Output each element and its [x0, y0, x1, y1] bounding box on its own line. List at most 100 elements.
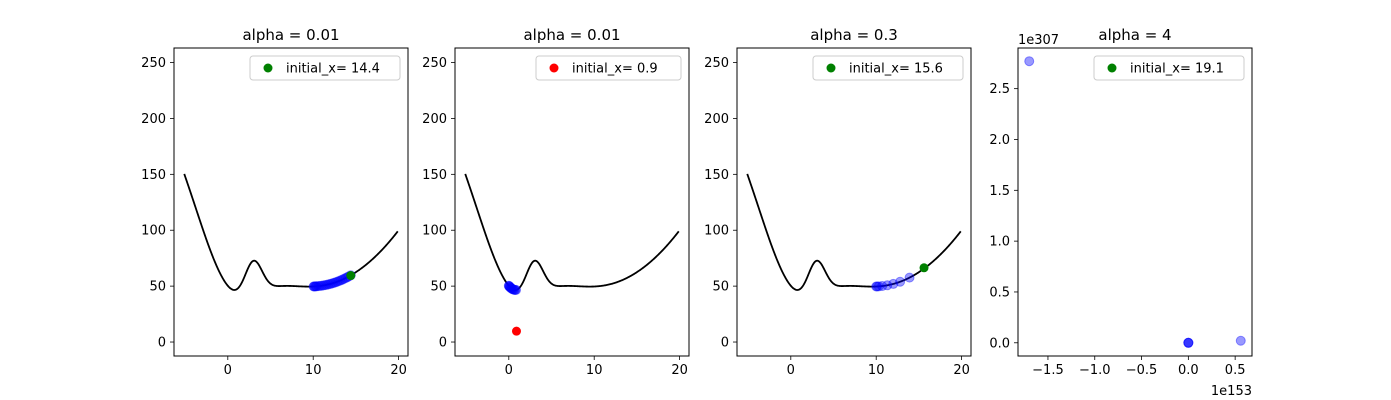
- y-tick-label: 50: [712, 280, 729, 295]
- legend-marker: [263, 63, 273, 73]
- gradient-step-point: [511, 284, 522, 295]
- y-tick-label: 2.0: [989, 133, 1010, 148]
- gradient-step-point: [330, 277, 341, 288]
- legend-label: initial_x= 0.9: [572, 62, 658, 77]
- gradient-step-point: [1024, 56, 1035, 67]
- legend-marker: [549, 63, 559, 73]
- gradient-step-point: [1235, 335, 1246, 346]
- gradient-step-point: [506, 283, 517, 294]
- function-curve: [183, 173, 399, 291]
- subplot-title: alpha = 4: [1098, 26, 1171, 44]
- plot-area: [746, 173, 962, 292]
- legend: initial_x= 15.6: [812, 55, 964, 81]
- y-tick-label: 250: [141, 56, 166, 71]
- gradient-step-point: [325, 278, 336, 289]
- y-tick-label: 1.0: [989, 235, 1010, 250]
- legend-marker: [1107, 63, 1117, 73]
- initial-point: [919, 263, 929, 273]
- x-tick-label: 20: [671, 363, 688, 378]
- y-tick-label: 250: [704, 56, 729, 71]
- plot-area: [464, 173, 680, 336]
- subplot-title: alpha = 0.01: [242, 26, 339, 44]
- gradient-step-point: [882, 280, 893, 291]
- function-curve: [464, 173, 680, 291]
- y-tick-label: 0: [158, 336, 166, 351]
- x-tick-label: 10: [868, 363, 885, 378]
- x-tick-label: 0.5: [1225, 363, 1246, 378]
- gradient-step-point: [506, 283, 517, 294]
- x-scale-label: 1e153: [1211, 384, 1252, 399]
- legend-label: initial_x= 14.4: [286, 62, 380, 77]
- initial-point: [511, 326, 521, 336]
- gradient-step-point: [328, 277, 339, 288]
- gradient-step-point: [308, 281, 319, 292]
- legend: initial_x= 0.9: [535, 55, 682, 81]
- gradient-step-point: [895, 276, 906, 287]
- gradient-step-point: [309, 281, 320, 292]
- gradient-step-point: [504, 281, 515, 292]
- y-tick-label: 200: [422, 112, 447, 127]
- x-tick-label: 20: [390, 363, 407, 378]
- gradient-step-point: [309, 281, 320, 292]
- y-tick-label: 150: [704, 168, 729, 183]
- gradient-step-point: [310, 281, 321, 292]
- y-tick-label: 100: [422, 224, 447, 239]
- gradient-step-point: [509, 284, 520, 295]
- subplot-title: alpha = 0.3: [810, 26, 898, 44]
- y-tick-label: 150: [141, 168, 166, 183]
- gradient-step-point: [904, 272, 915, 283]
- gradient-step-point: [320, 280, 331, 291]
- y-tick-label: 50: [149, 280, 166, 295]
- x-tick-label: 10: [586, 363, 603, 378]
- gradient-step-point: [1183, 337, 1194, 348]
- y-tick-label: 1.5: [989, 184, 1010, 199]
- gradient-step-point: [326, 278, 337, 289]
- y-scale-label: 1e307: [1018, 33, 1059, 48]
- y-tick-label: 0.5: [989, 285, 1010, 300]
- gradient-step-point: [315, 280, 326, 291]
- y-tick-label: 0: [439, 336, 447, 351]
- legend-label: initial_x= 15.6: [849, 62, 943, 77]
- y-tick-label: 150: [422, 168, 447, 183]
- gradient-step-point: [335, 275, 346, 286]
- legend: initial_x= 14.4: [249, 55, 401, 81]
- y-tick-label: 200: [141, 112, 166, 127]
- gradient-step-point: [323, 279, 334, 290]
- gradient-step-point: [888, 278, 899, 289]
- initial-point: [346, 271, 356, 281]
- gradient-step-point: [311, 281, 322, 292]
- gradient-step-point: [313, 281, 324, 292]
- legend: initial_x= 19.1: [1093, 55, 1245, 81]
- legend-box: [249, 55, 401, 81]
- gradient-step-point: [318, 280, 329, 291]
- gradient-step-point: [505, 282, 516, 293]
- x-tick-label: 10: [305, 363, 322, 378]
- gradient-step-point: [508, 284, 519, 295]
- subplot-title: alpha = 0.01: [523, 26, 620, 44]
- gradient-step-point: [871, 281, 882, 292]
- y-tick-label: 50: [430, 280, 447, 295]
- x-tick-label: 0: [787, 363, 795, 378]
- axes-frame: [173, 47, 409, 357]
- plot-area: [183, 173, 399, 292]
- legend-box: [535, 55, 682, 81]
- x-tick-label: 0.0: [1178, 363, 1199, 378]
- gradient-step-point: [877, 281, 888, 292]
- gradient-step-point: [316, 280, 327, 291]
- gradient-step-point: [507, 284, 518, 295]
- y-tick-label: 250: [422, 56, 447, 71]
- x-tick-label: −0.5: [1126, 363, 1158, 378]
- y-tick-label: 0.0: [989, 336, 1010, 351]
- axes-frame: [736, 47, 972, 357]
- gradient-step-point: [1183, 337, 1194, 348]
- x-tick-label: 20: [953, 363, 970, 378]
- gradient-step-point: [872, 281, 883, 292]
- gradient-step-point: [332, 276, 343, 287]
- gradient-step-point: [1183, 337, 1194, 348]
- gradient-step-point: [504, 282, 515, 293]
- legend-label: initial_x= 19.1: [1130, 62, 1224, 77]
- gradient-step-point: [321, 279, 332, 290]
